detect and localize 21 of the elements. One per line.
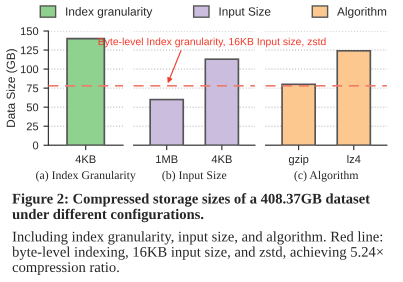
y-tick-label: 150 [20, 27, 38, 36]
caption: Figure 2: Compressed storage sizes of a 408.37GB dataset under different configurations. [12, 193, 370, 222]
y-tick-label: 0 [32, 141, 38, 150]
x-axis-title: (c) Algorithm [294, 170, 358, 182]
x-tick-label: gzip [288, 154, 308, 166]
x-tick-label: 1MB [156, 155, 178, 164]
x-tick-label: 4KB [212, 155, 232, 164]
y-tick-label: 100 [20, 65, 38, 74]
y-tick-label: 125 [20, 46, 38, 54]
x-tick-label: 4KB [75, 155, 96, 164]
text: Including index granularity, input size, and algorithm. Red line: byte-level indexing, 16KB input size, and zstd, achieving 5.24× compression ratio. [12, 231, 383, 276]
legend-label: Algorithm [337, 7, 386, 18]
y-tick-label: 25 [26, 122, 38, 130]
x-axis-title: (b) Input Size [162, 170, 226, 182]
y-axis-title: Data Size (GB) [6, 49, 18, 127]
legend-label: Index granularity [66, 7, 152, 18]
y-tick-label: 50 [26, 103, 38, 112]
y-tick-label: 75 [26, 84, 38, 92]
x-tick-label: lz4 [347, 154, 361, 164]
legend-label: Input Size [220, 7, 270, 18]
x-axis-title: (a) Index Granularity [36, 170, 136, 182]
